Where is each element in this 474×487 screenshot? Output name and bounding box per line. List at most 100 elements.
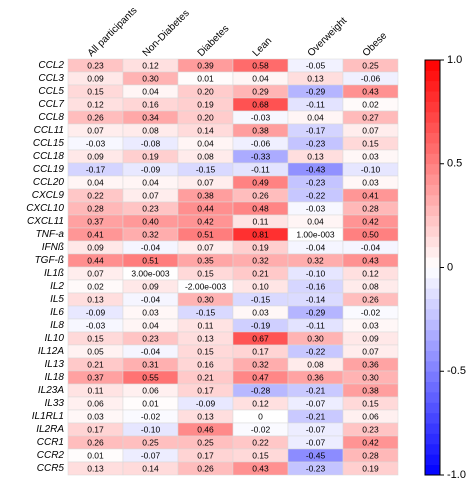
column-label: Non-Diabetes [141,8,192,59]
cell-label: 0.02 [362,99,379,109]
cell-label: 0.04 [252,73,269,83]
cell-label: -0.29 [306,86,326,96]
cell-label: 0.04 [87,177,104,187]
cell-label: 0.15 [197,346,214,356]
cell-label: 0.01 [142,398,159,408]
cell-label: 0.12 [142,60,159,70]
cell-label: 0.32 [307,255,324,265]
cell-label: -0.10 [141,424,161,434]
cell-label: -0.04 [141,294,161,304]
colorbar-band [425,111,440,123]
cell-label: 0.42 [362,216,379,226]
cell-label: -0.10 [306,268,326,278]
colorbar-band [425,257,440,268]
cell-label: 0.15 [362,138,379,148]
cell-label: 0.14 [197,125,214,135]
colorbar-band [425,205,440,217]
cell-label: 0.03 [362,151,379,161]
colorbar-tick-label: -1.0 [447,469,466,481]
row-label: CCL2 [38,60,64,71]
cell-label: -0.11 [251,164,270,174]
colorbar-band [425,371,440,383]
cell-label: 0.07 [197,177,214,187]
cell-label: 0.09 [362,333,379,343]
cell-label: 0.28 [362,450,379,460]
cell-label: 0.17 [197,385,214,395]
cell-label: 0.07 [197,242,214,252]
cell-label: 0.58 [252,60,269,70]
row-label: CXCL9 [32,190,65,201]
cell-label: 0.22 [87,190,104,200]
cell-label: 0.68 [252,99,269,109]
cell-label: 0.21 [197,372,214,382]
cell-label: -0.19 [251,320,271,330]
cell-label: -0.15 [196,164,216,174]
colorbar-band [425,319,440,331]
cell-label: 0.40 [142,216,159,226]
row-label: IL18 [45,372,65,383]
cell-label: -0.09 [86,307,106,317]
cell-label: 0.04 [142,86,159,96]
cell-label: 0.15 [362,398,379,408]
cell-label: -0.04 [141,242,161,252]
cell-label: -0.17 [306,125,326,135]
cell-label: -0.15 [196,307,216,317]
cell-label: -0.02 [361,307,381,317]
cell-label: 0.13 [197,411,214,421]
cell-label: -0.16 [306,281,326,291]
row-label: CCR1 [37,437,64,448]
cell-label: 0.11 [88,385,104,395]
cell-label: 0.28 [362,203,379,213]
cell-label: 0.35 [197,255,214,265]
cell-label: 0.23 [362,424,379,434]
cell-label: -0.29 [306,307,326,317]
cell-label: 0.29 [252,86,269,96]
cell-label: 0.36 [307,372,324,382]
cell-label: 0.17 [252,346,269,356]
colorbar-band [425,143,440,154]
cell-label: 0.44 [197,203,214,213]
row-label: IL8 [50,320,64,331]
cell-label: 0.38 [197,190,214,200]
colorbar-band [425,215,440,227]
cell-label: 0.19 [252,242,269,252]
cell-label: 0.28 [87,203,104,213]
cell-label: 0.16 [197,359,214,369]
cell-label: -0.17 [86,164,106,174]
cell-label: 0.50 [362,229,379,239]
cell-label: 0.19 [142,151,159,161]
cell-label: 0.27 [362,112,379,122]
cell-label: 0.21 [252,268,269,278]
cell-label: 0.01 [197,73,214,83]
cell-label: 0.23 [142,333,159,343]
colorbar-band [425,277,440,289]
cell-label: -0.03 [86,138,106,148]
cell-label: 0.30 [362,372,379,382]
cell-label: -0.03 [251,112,271,122]
cell-label: 0.03 [87,411,104,421]
row-label: CCL11 [34,125,64,136]
cell-label: 0.15 [87,333,104,343]
cell-label: 0.39 [197,60,214,70]
colorbar-band [425,226,440,237]
cell-label: 0.03 [362,177,379,187]
cell-label: 0.06 [87,398,104,408]
cell-label: 0.12 [87,99,104,109]
colorbar-band [425,174,440,185]
colorbar-tick-label: -0.5 [447,365,466,377]
cell-label: -0.05 [306,60,326,70]
cell-label: 0.09 [87,151,104,161]
cell-label: -0.15 [251,294,271,304]
cell-label: 0.41 [362,190,379,200]
cell-label: 0.30 [142,73,159,83]
cell-label: 0.31 [142,359,159,369]
cell-label: 0.15 [197,268,214,278]
cell-label: -0.33 [251,151,271,161]
cell-label: 0.08 [362,281,379,291]
cell-label: 0.26 [252,190,269,200]
cell-label: -0.04 [141,346,161,356]
cell-label: 0 [258,411,263,421]
cell-label: 0.09 [87,242,104,252]
cell-label: 0.47 [252,372,269,382]
